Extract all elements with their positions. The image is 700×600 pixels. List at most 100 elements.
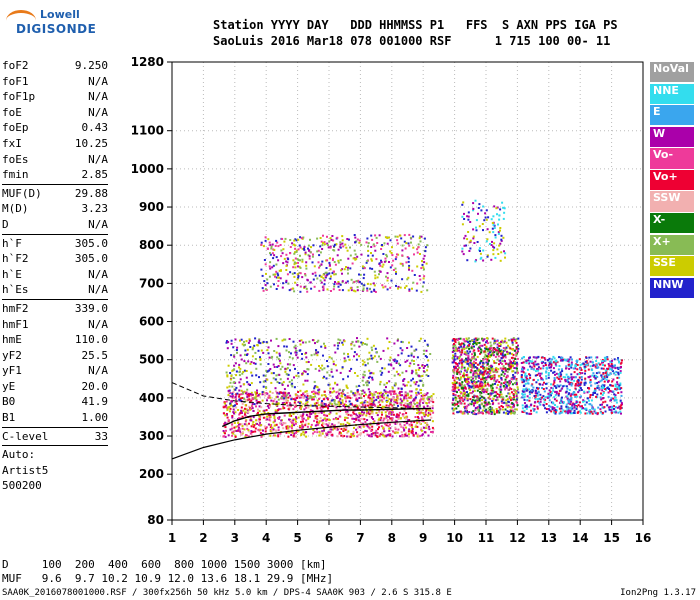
auto-label: Auto: xyxy=(2,448,36,462)
echo-point xyxy=(498,244,501,247)
echo-point xyxy=(515,341,518,344)
echo-point xyxy=(505,386,508,389)
echo-point xyxy=(397,418,400,420)
echo-point xyxy=(365,414,368,417)
echo-point xyxy=(520,370,523,373)
echo-point xyxy=(472,390,474,393)
echo-point xyxy=(594,411,597,414)
echo-point xyxy=(468,358,471,361)
echo-point xyxy=(288,425,291,428)
echo-point xyxy=(391,409,394,412)
echo-point xyxy=(418,392,420,395)
echo-point xyxy=(464,396,467,399)
echo-point xyxy=(250,425,253,428)
echo-point xyxy=(620,412,622,415)
echo-point xyxy=(415,372,418,375)
echo-point xyxy=(305,351,308,354)
echo-point xyxy=(515,364,518,367)
param-value: 110.0 xyxy=(74,333,108,347)
echo-point xyxy=(239,354,242,357)
echo-point xyxy=(481,412,484,415)
echo-point xyxy=(467,412,469,415)
echo-point xyxy=(560,377,563,380)
echo-point xyxy=(319,264,321,267)
echo-point xyxy=(570,398,573,401)
echo-point xyxy=(500,349,503,352)
echo-point xyxy=(555,372,558,375)
echo-point xyxy=(617,391,620,394)
echo-point xyxy=(241,397,244,399)
echo-point xyxy=(381,392,384,395)
echo-point xyxy=(481,344,484,347)
echo-point xyxy=(492,231,495,234)
param-key: fmin xyxy=(2,168,29,182)
echo-point xyxy=(507,412,510,415)
echo-point xyxy=(328,272,331,275)
echo-point xyxy=(467,341,470,344)
echo-point xyxy=(419,278,422,281)
echo-point xyxy=(342,405,345,407)
echo-point xyxy=(356,392,359,395)
echo-point xyxy=(238,423,240,426)
echo-point xyxy=(572,411,575,414)
echo-point xyxy=(494,368,497,371)
echo-point xyxy=(511,406,514,409)
echo-point xyxy=(286,400,289,403)
echo-point xyxy=(506,375,509,378)
echo-point xyxy=(501,354,504,357)
param-key: fxI xyxy=(2,136,22,150)
echo-point xyxy=(451,402,454,405)
echo-point xyxy=(368,434,370,437)
echo-point xyxy=(260,243,263,246)
echo-point xyxy=(499,345,502,347)
echo-point xyxy=(341,367,344,370)
echo-point xyxy=(411,428,414,430)
echo-point xyxy=(589,412,591,415)
echo-point xyxy=(372,357,375,360)
echo-point xyxy=(542,395,545,398)
echo-point xyxy=(558,407,561,410)
echo-point xyxy=(251,423,254,426)
echo-point xyxy=(597,362,600,365)
echo-point xyxy=(618,361,621,364)
echo-point xyxy=(505,402,508,405)
echo-point xyxy=(405,426,407,429)
echo-point xyxy=(320,394,323,397)
echo-point xyxy=(356,431,359,434)
echo-point xyxy=(310,354,313,357)
echo-point xyxy=(352,289,355,292)
echo-point xyxy=(353,344,356,347)
echo-point xyxy=(363,391,366,394)
echo-point xyxy=(368,357,371,360)
echo-point xyxy=(408,288,411,291)
echo-point xyxy=(399,234,402,237)
echo-point xyxy=(329,237,332,240)
echo-point xyxy=(278,392,281,395)
echo-point xyxy=(567,412,569,415)
param-key: foEp xyxy=(2,121,29,135)
echo-point xyxy=(416,248,419,251)
echo-point xyxy=(286,404,289,407)
echo-point xyxy=(460,345,463,348)
echo-point xyxy=(577,379,580,382)
echo-point xyxy=(553,361,556,364)
echo-point xyxy=(276,402,279,405)
echo-point xyxy=(227,391,230,394)
echo-point xyxy=(605,374,607,377)
echo-point xyxy=(328,263,331,266)
echo-point xyxy=(386,400,388,403)
echo-point xyxy=(503,386,506,389)
param-key: h`E xyxy=(2,267,22,281)
echo-point xyxy=(403,428,406,431)
echo-point xyxy=(374,347,377,350)
echo-point xyxy=(526,395,529,398)
echo-point xyxy=(298,396,301,399)
echo-point xyxy=(613,358,616,361)
echo-point xyxy=(575,360,578,363)
echo-point xyxy=(352,392,355,395)
echo-point xyxy=(559,380,562,383)
echo-point xyxy=(418,402,421,405)
echo-point xyxy=(357,279,360,282)
echo-point xyxy=(375,236,378,239)
echo-point xyxy=(320,240,323,243)
